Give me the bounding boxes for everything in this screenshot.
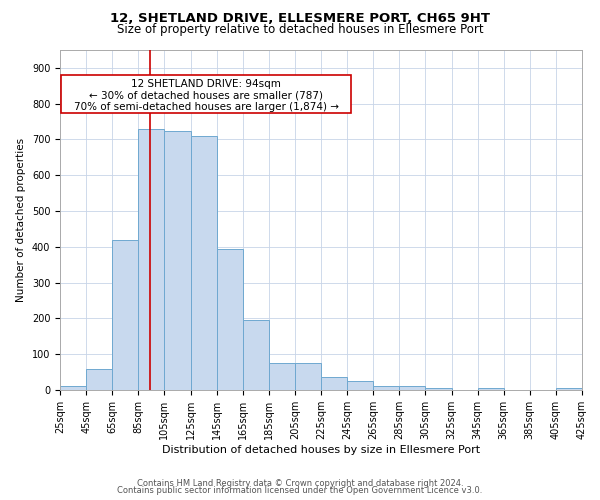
Bar <box>400 386 425 390</box>
Bar <box>164 130 191 390</box>
Bar <box>217 248 242 390</box>
Text: 70% of semi-detached houses are larger (1,874) →: 70% of semi-detached houses are larger (… <box>74 102 338 113</box>
Bar <box>373 386 400 390</box>
Text: Size of property relative to detached houses in Ellesmere Port: Size of property relative to detached ho… <box>116 22 484 36</box>
Y-axis label: Number of detached properties: Number of detached properties <box>16 138 26 302</box>
Bar <box>295 363 321 390</box>
Bar <box>60 386 86 390</box>
Bar <box>556 388 582 390</box>
Bar <box>347 381 373 390</box>
Bar <box>321 378 347 390</box>
Bar <box>86 369 112 390</box>
Bar <box>139 130 164 390</box>
Bar <box>191 136 217 390</box>
Bar <box>425 388 452 390</box>
Text: 12 SHETLAND DRIVE: 94sqm: 12 SHETLAND DRIVE: 94sqm <box>131 80 281 90</box>
Bar <box>478 388 504 390</box>
Text: Contains public sector information licensed under the Open Government Licence v3: Contains public sector information licen… <box>118 486 482 495</box>
Bar <box>269 363 295 390</box>
Text: 12, SHETLAND DRIVE, ELLESMERE PORT, CH65 9HT: 12, SHETLAND DRIVE, ELLESMERE PORT, CH65… <box>110 12 490 26</box>
X-axis label: Distribution of detached houses by size in Ellesmere Port: Distribution of detached houses by size … <box>162 445 480 455</box>
Bar <box>242 320 269 390</box>
Text: ← 30% of detached houses are smaller (787): ← 30% of detached houses are smaller (78… <box>89 91 323 101</box>
Bar <box>112 240 139 390</box>
FancyBboxPatch shape <box>61 75 351 112</box>
Text: Contains HM Land Registry data © Crown copyright and database right 2024.: Contains HM Land Registry data © Crown c… <box>137 478 463 488</box>
